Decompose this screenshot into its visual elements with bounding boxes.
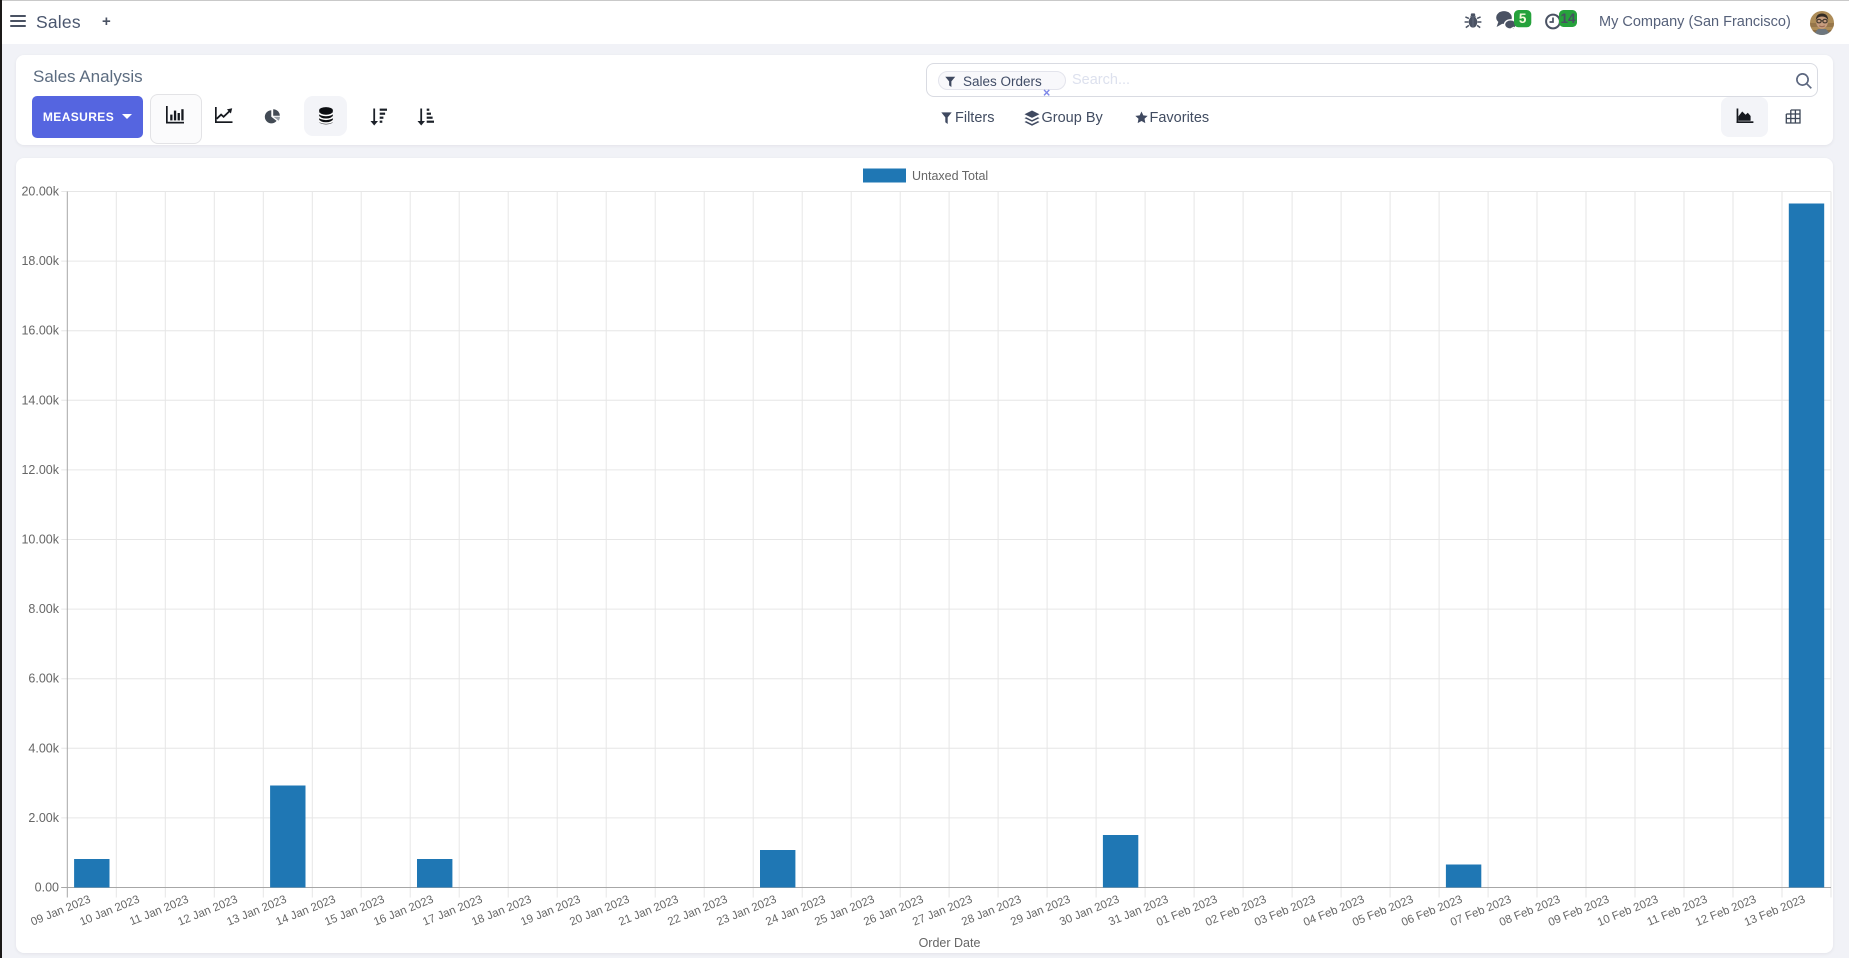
svg-text:8.00k: 8.00k xyxy=(28,602,59,616)
svg-text:14.00k: 14.00k xyxy=(21,393,59,407)
svg-text:6.00k: 6.00k xyxy=(28,672,59,686)
svg-text:12.00k: 12.00k xyxy=(21,463,59,477)
svg-text:2.00k: 2.00k xyxy=(28,811,59,825)
svg-text:5: 5 xyxy=(1519,11,1527,26)
svg-text:10.00k: 10.00k xyxy=(21,533,59,547)
svg-text:Order Date: Order Date xyxy=(919,936,981,950)
svg-text:16.00k: 16.00k xyxy=(21,324,59,338)
svg-text:0.00: 0.00 xyxy=(35,881,59,895)
svg-text:14: 14 xyxy=(1560,11,1576,26)
svg-text:20.00k: 20.00k xyxy=(21,185,59,199)
svg-text:Untaxed Total: Untaxed Total xyxy=(912,169,988,183)
svg-text:18.00k: 18.00k xyxy=(21,254,59,268)
svg-text:4.00k: 4.00k xyxy=(28,741,59,755)
